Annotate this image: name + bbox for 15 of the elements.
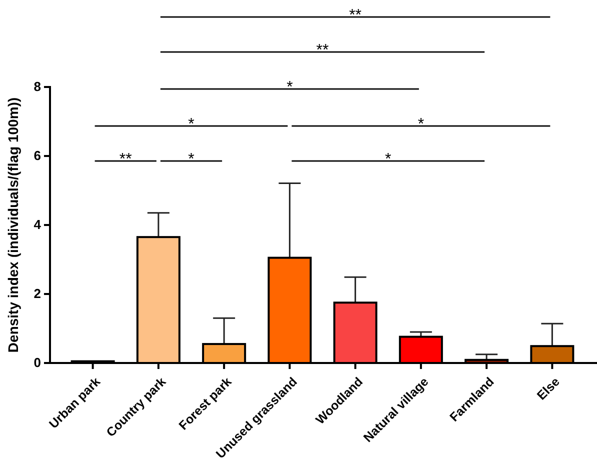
x-tick-label: Else [534, 374, 562, 403]
annotation: * [286, 79, 293, 96]
y-tick-label: 0 [34, 355, 41, 370]
annotation: * [188, 116, 194, 133]
annotation: * [188, 151, 194, 168]
annotation: * [385, 151, 392, 168]
text: ** [349, 7, 362, 24]
annotation: * [418, 116, 424, 133]
text: ** [316, 42, 329, 59]
y-tick-label: 8 [34, 79, 41, 94]
annotation: ** [119, 151, 132, 168]
y-tick-label: 2 [34, 286, 41, 302]
y-tick-label: 6 [34, 148, 41, 164]
y-axis-title: Density index (individuals/(flag 100m)) [5, 97, 21, 353]
y-tick-label: 4 [34, 217, 42, 232]
